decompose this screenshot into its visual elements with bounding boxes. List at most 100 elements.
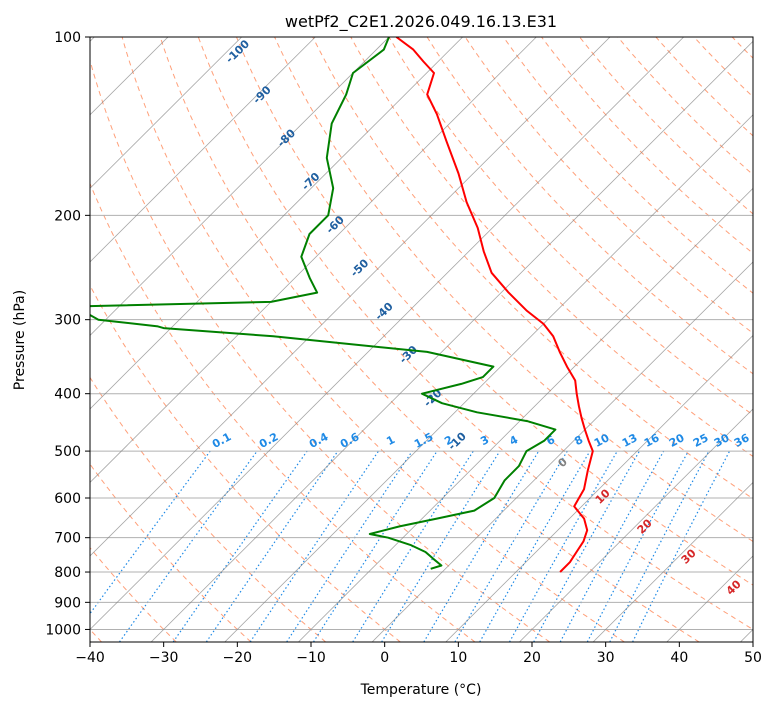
y-tick-label: 500 [54,444,81,460]
pressure-gridlines [90,37,753,630]
mixing-ratio-label: 1 [384,433,397,448]
mixing-ratio-line [119,450,258,642]
dry-adiabats [90,24,775,642]
isotherm-label: 40 [724,577,744,597]
dry-adiabat-line [464,37,753,334]
mixing-ratio-line [423,450,540,642]
isotherm-label: 10 [593,486,613,506]
mixing-ratio-label: 25 [691,431,711,450]
mixing-ratio-line [533,450,640,642]
x-tick-label: −30 [149,650,179,666]
mixing-ratio-line [508,450,618,642]
isotherm-line [740,628,753,642]
x-tick-label: 50 [744,650,762,666]
mixing-ratio-label: 30 [712,431,732,450]
dry-adiabat-line [90,463,252,642]
mixing-ratio-label: 4 [507,433,520,448]
y-tick-label: 300 [54,313,81,329]
dry-adiabat-line [350,37,753,458]
mixing-ratio-label: 13 [620,431,640,450]
x-tick-label: 0 [380,650,389,666]
sounding-series [90,37,594,573]
dry-adiabat-line [578,37,753,215]
isotherm-line [90,37,316,263]
mixing-ratio-line [381,450,501,642]
mixing-ratio-label: 1.5 [412,430,435,451]
y-tick-label: 600 [54,491,81,507]
isotherm-line [90,37,463,410]
dry-adiabat-line [90,546,177,642]
chart-title: wetPf2_C2E1.2026.049.16.13.E31 [285,12,557,32]
mixing-ratio-label: 3 [478,433,491,448]
isotherm-line [592,481,753,642]
dry-adiabat-label: -90 [250,83,274,106]
dry-adiabat-line [655,37,753,137]
dry-adiabat-line [312,37,753,500]
isotherm-line [519,408,753,642]
dry-adiabat-line [121,37,625,642]
mixing-ratio-line [90,450,211,615]
mixing-ratio-label: 10 [592,431,612,450]
isotherm-line [445,334,753,642]
mixing-ratio-label: 36 [732,431,752,450]
x-tick-label: −10 [296,650,326,666]
mixing-ratio-line [205,450,339,642]
mixing-ratio-line [312,450,438,642]
mixing-ratio-line [286,450,413,642]
dry-adiabat-label: -30 [397,343,421,366]
mixing-ratio-label: 16 [642,431,662,450]
temperature-profile-line [395,37,594,573]
mixing-ratio-label: 20 [667,431,687,450]
y-tick-label: 1000 [45,622,81,638]
dry-adiabat-line [235,37,753,586]
mixing-ratio-line [559,450,665,642]
plot-frame [89,36,754,643]
dry-adiabat-line [757,24,775,642]
isotherm-line [90,37,684,631]
mixing-ratio-label: 0.1 [210,430,233,451]
dewpoint-profile-line [90,37,557,570]
isotherm-line [90,37,537,483]
x-axis-ticks: −40 −30 −20 −10 0 10 20 30 40 50 [75,642,762,666]
mixing-ratio-label: 0.2 [257,430,280,451]
y-axis-ticks: 100 200 300 400 500 600 700 800 900 1000 [45,30,90,638]
x-tick-label: −20 [223,650,253,666]
isotherm-line [90,37,242,189]
dry-adiabat-line [90,284,401,642]
y-axis-label: Pressure (hPa) [12,290,28,390]
y-tick-label: 200 [54,208,81,224]
mixing-ratio-line [454,450,568,642]
dry-adiabat-line [731,37,753,59]
x-tick-label: 10 [449,650,467,666]
dry-adiabat-line [90,376,327,642]
isotherm-line [371,261,753,642]
dry-adiabat-line [540,37,753,254]
isotherm-label: 0 [555,455,570,470]
dry-adiabat-line [426,37,753,375]
y-tick-label: 400 [54,387,81,403]
x-tick-label: 30 [597,650,615,666]
x-tick-label: 20 [523,650,541,666]
mixing-ratio-lines [90,450,731,642]
y-tick-label: 900 [54,595,81,611]
isotherm-line [150,40,753,642]
mixing-ratio-line [632,450,731,642]
dry-adiabat-label: -70 [299,170,323,193]
mixing-ratio-line [586,450,689,642]
mixing-ratio-label: 0.4 [307,430,331,451]
isotherm-line [666,555,753,642]
mixing-ratio-line [352,450,474,642]
dry-adiabat-label: -80 [275,126,299,149]
y-tick-label: 100 [54,30,81,46]
plot-area: -100-90-80-70-60-50-40-30-20-100.1 0.2 0.4… [90,24,775,642]
isotherm-label: 30 [679,546,699,566]
isotherm-line [224,114,753,642]
dry-adiabat-line [90,182,476,642]
isotherms [90,37,753,642]
x-tick-label: −40 [75,650,105,666]
dry-adiabat-line [693,37,753,98]
dry-adiabat-line [274,37,753,543]
isotherm-label: 20 [635,516,655,536]
dry-adiabat-label: -100 [223,37,252,66]
